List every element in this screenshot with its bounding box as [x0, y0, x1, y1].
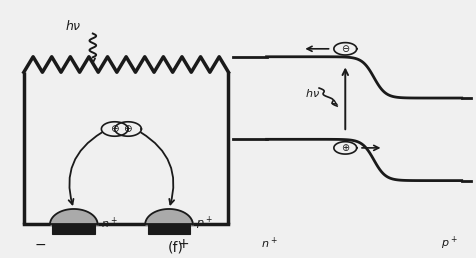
Text: $-$: $-$ — [34, 237, 47, 251]
Text: $h\nu$: $h\nu$ — [66, 19, 82, 33]
Text: (f): (f) — [168, 240, 184, 254]
Text: $+$: $+$ — [177, 237, 189, 251]
Text: $n^+$: $n^+$ — [101, 215, 118, 231]
Text: $h\nu$: $h\nu$ — [306, 87, 320, 99]
Text: $\oplus$: $\oplus$ — [341, 142, 350, 154]
Bar — [148, 224, 190, 234]
Text: $p^+$: $p^+$ — [441, 235, 458, 253]
Text: $n^+$: $n^+$ — [260, 236, 278, 252]
Bar — [52, 224, 95, 234]
Text: $\ominus$: $\ominus$ — [110, 124, 119, 134]
Text: $\ominus$: $\ominus$ — [341, 43, 350, 54]
Text: $\oplus$: $\oplus$ — [123, 124, 133, 134]
Text: $p^+$: $p^+$ — [196, 214, 213, 232]
